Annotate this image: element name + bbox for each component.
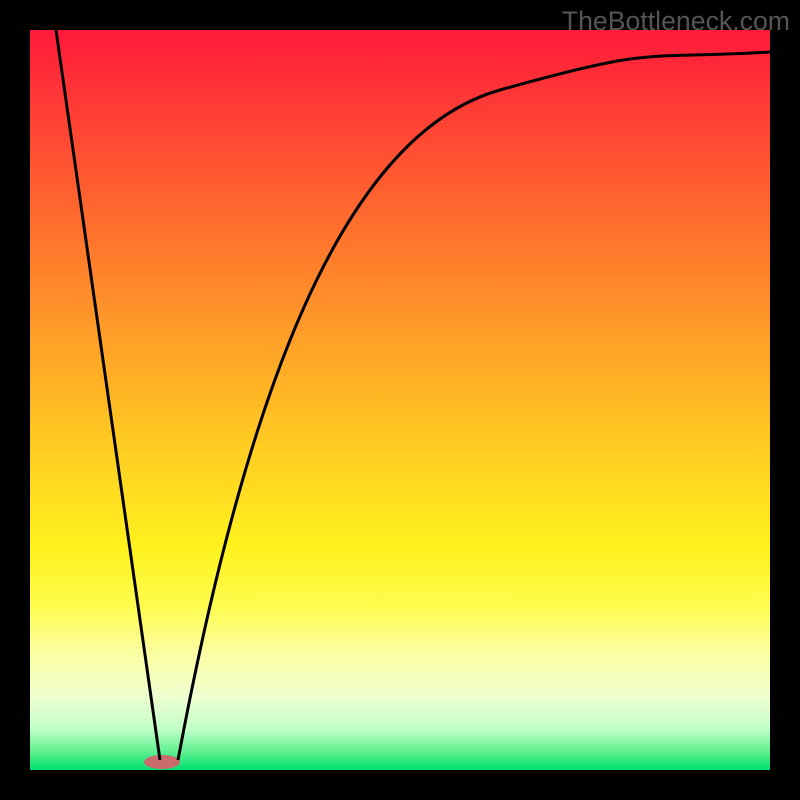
plot-area-gradient xyxy=(30,30,770,770)
chart-svg xyxy=(0,0,800,800)
chart-frame: TheBottleneck.com xyxy=(0,0,800,800)
bottleneck-marker xyxy=(144,755,180,769)
